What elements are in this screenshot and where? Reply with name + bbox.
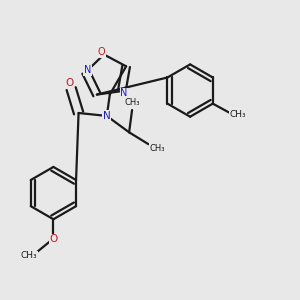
Text: N: N <box>84 65 91 75</box>
Text: CH₃: CH₃ <box>21 251 37 260</box>
Text: O: O <box>98 47 105 57</box>
Text: CH₃: CH₃ <box>124 98 140 107</box>
Text: O: O <box>49 235 58 244</box>
Text: N: N <box>103 111 111 121</box>
Text: CH₃: CH₃ <box>150 143 165 152</box>
Text: N: N <box>121 88 128 98</box>
Text: CH₃: CH₃ <box>230 110 246 119</box>
Text: O: O <box>65 78 74 88</box>
